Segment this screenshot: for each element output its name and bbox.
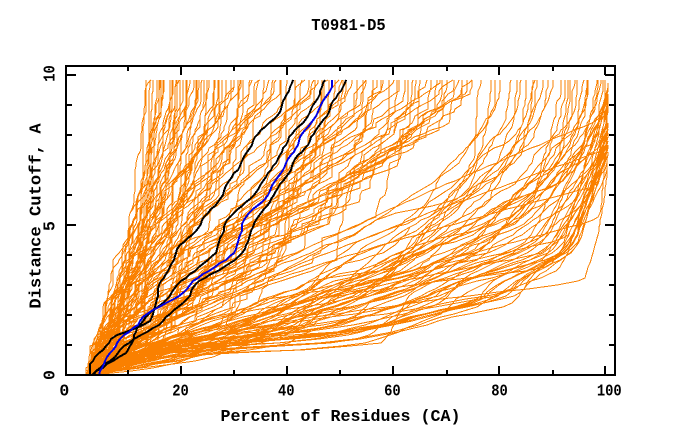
svg-text:100: 100 — [597, 382, 622, 401]
svg-text:T0981-D5: T0981-D5 — [311, 16, 385, 35]
svg-text:5: 5 — [41, 221, 60, 231]
svg-text:0: 0 — [59, 382, 69, 401]
svg-text:Distance Cutoff, A: Distance Cutoff, A — [27, 123, 46, 308]
svg-text:80: 80 — [491, 382, 508, 401]
svg-text:40: 40 — [278, 382, 295, 401]
svg-text:0: 0 — [41, 370, 60, 380]
svg-text:20: 20 — [172, 382, 189, 401]
svg-text:60: 60 — [384, 382, 401, 401]
svg-text:10: 10 — [41, 65, 60, 82]
svg-text:Percent of Residues (CA): Percent of Residues (CA) — [221, 407, 461, 426]
